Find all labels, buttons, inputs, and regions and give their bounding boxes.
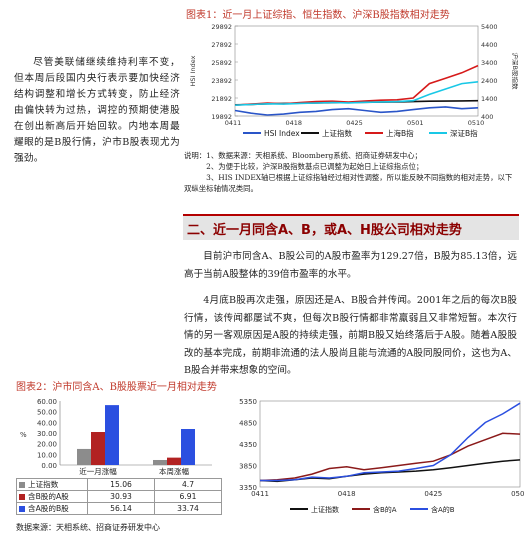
y-tick-label: 0.00 bbox=[41, 462, 57, 470]
y-tick-label: 3350 bbox=[239, 484, 257, 492]
x-tick-label: 0425 bbox=[424, 490, 442, 498]
table-cell: 含A股的B股 bbox=[16, 502, 88, 515]
body-paragraph: 4月底B股再次走强，原因还是A、B股合并传闻。2001年之后的每次B股行情，该传… bbox=[184, 295, 517, 376]
y-right-tick-label: 4400 bbox=[481, 41, 498, 49]
note-line: 说明：1、数据来源：天相系统、Bloomberg系统、招商证券研发中心； bbox=[184, 151, 422, 160]
y-tick-label: 4850 bbox=[239, 420, 257, 428]
table-cell: 上证指数 bbox=[16, 478, 88, 491]
bar-1 bbox=[167, 457, 181, 465]
table-row: 上证指数 15.06 4.7 bbox=[16, 478, 222, 491]
legend-swatch bbox=[19, 482, 25, 488]
table-cell: 6.91 bbox=[154, 490, 222, 503]
table-cell: 30.93 bbox=[87, 490, 155, 503]
y-tick-label: 60.00 bbox=[37, 398, 57, 406]
legend-label: HSI Index bbox=[264, 129, 300, 138]
note-line: 3、HIS INDEX轴已根据上证综指轴经过相对性调整，所以能反映不同指数的相对… bbox=[184, 173, 513, 193]
series-line-0 bbox=[259, 459, 521, 483]
figure2-data-table: 上证指数 15.06 4.7 含B股的A股 30.93 6.91 含A股的B股 … bbox=[16, 478, 222, 515]
y-tick-label: 10.00 bbox=[37, 451, 57, 459]
y-right-axis-title: 沪深B股指数 bbox=[511, 53, 518, 90]
sidebar-commentary: 尽管美联储继续维持利率不变，但本周后段国内央行表示要加快经济结构调整和增长方式转… bbox=[14, 57, 180, 164]
x-tick-label: 0510 bbox=[468, 119, 485, 127]
body-paragraph: 目前沪市同含A、B股公司的A股市盈率为129.27倍，B股为85.13倍，远高于… bbox=[184, 251, 517, 280]
section-heading-bar: 二、近一月同含A、B，或A、H股公司相对走势 bbox=[183, 214, 519, 240]
legend-label: 上海B指 bbox=[386, 128, 414, 138]
x-tick-label: 0418 bbox=[285, 119, 302, 127]
bar-2 bbox=[105, 405, 119, 465]
y-tick-label: 3850 bbox=[239, 463, 257, 471]
y-left-tick-label: 23892 bbox=[211, 77, 232, 85]
y-right-tick-label: 1400 bbox=[481, 95, 498, 103]
table-cell: 4.7 bbox=[154, 478, 222, 491]
y-right-tick-label: 5400 bbox=[481, 23, 498, 31]
y-tick-label: 20.00 bbox=[37, 441, 57, 449]
y-right-tick-label: 2400 bbox=[481, 77, 498, 85]
table-cell: 56.14 bbox=[87, 502, 155, 515]
x-tick-label: 0418 bbox=[338, 490, 356, 498]
y-left-tick-label: 19892 bbox=[211, 113, 232, 121]
y-unit-label: % bbox=[20, 431, 27, 439]
y-right-tick-label: 400 bbox=[481, 113, 493, 121]
series-label: 含B股的A股 bbox=[28, 492, 69, 501]
x-tick-label: 0508 bbox=[511, 490, 525, 498]
data-source: 数据来源：天相系统、招商证券研发中心 bbox=[16, 523, 160, 532]
bar-0 bbox=[153, 459, 167, 465]
x-category-label: 本周涨幅 bbox=[159, 466, 189, 475]
plot-frame bbox=[234, 25, 479, 117]
figure1-notes: 说明：1、数据来源：天相系统、Bloomberg系统、招商证券研发中心； 2、为… bbox=[184, 150, 514, 194]
series-label: 含A股的B股 bbox=[28, 504, 69, 513]
note-line: 2、为便于比较，沪深B股指数基点已调整为起始日上证综指点位； bbox=[184, 162, 424, 171]
y-tick-label: 4350 bbox=[239, 441, 257, 449]
section-title: 二、近一月同含A、B，或A、H股公司相对走势 bbox=[187, 223, 462, 238]
legend-label: 含A的B bbox=[431, 505, 455, 514]
y-tick-label: 50.00 bbox=[37, 409, 57, 417]
figure1-line-chart: 29892 27892 25892 23892 21892 19892 5400 4400 34… bbox=[189, 23, 518, 138]
figure2-title: 图表2：沪市同含A、B股股票近一月相对走势 bbox=[16, 382, 217, 393]
table-row: 含A股的B股 56.14 33.74 bbox=[16, 502, 222, 515]
table-cell: 含B股的A股 bbox=[16, 490, 88, 503]
figure1-title: 图表1：近一月上证综指、恒生指数、沪深B股指数相对走势 bbox=[186, 10, 450, 21]
y-right-tick-label: 3400 bbox=[481, 59, 498, 67]
series-line-3 bbox=[234, 81, 479, 106]
y-tick-label: 5350 bbox=[239, 398, 257, 406]
legend-label: 上证指数 bbox=[322, 128, 352, 138]
y-left-tick-label: 27892 bbox=[211, 41, 232, 49]
plot-frame bbox=[259, 400, 521, 488]
series-line-0 bbox=[234, 106, 479, 116]
legend-label: 上证指数 bbox=[311, 505, 339, 514]
legend-label: 含B的A bbox=[373, 505, 397, 514]
y-left-tick-label: 21892 bbox=[211, 95, 232, 103]
legend-swatch bbox=[19, 494, 25, 500]
table-row: 含B股的A股 30.93 6.91 bbox=[16, 490, 222, 503]
legend-swatch bbox=[19, 506, 25, 512]
series-label: 上证指数 bbox=[28, 480, 59, 489]
y-tick-label: 40.00 bbox=[37, 419, 57, 427]
bar-1 bbox=[91, 432, 105, 465]
y-left-tick-label: 25892 bbox=[211, 59, 232, 67]
table-cell: 33.74 bbox=[154, 502, 222, 515]
bar-0 bbox=[77, 448, 91, 465]
bar-2 bbox=[181, 429, 195, 465]
series-line-2 bbox=[234, 64, 479, 106]
y-left-tick-label: 29892 bbox=[211, 23, 232, 31]
x-tick-label: 0501 bbox=[407, 119, 424, 127]
figure2-bar-chart: 60.00 50.00 40.00 30.00 20.00 10.00 0.00% 近一月涨幅… bbox=[20, 398, 212, 475]
y-tick-label: 30.00 bbox=[37, 430, 57, 438]
x-category-label: 近一月涨幅 bbox=[79, 466, 117, 475]
legend-label: 深证B指 bbox=[450, 128, 478, 138]
table-cell: 15.06 bbox=[87, 478, 155, 491]
y-left-axis-title: HSI Index bbox=[189, 55, 197, 86]
x-tick-label: 0411 bbox=[225, 119, 242, 127]
series-line-2 bbox=[260, 402, 521, 482]
series-line-1 bbox=[259, 432, 521, 482]
x-tick-label: 0425 bbox=[346, 119, 363, 127]
x-tick-label: 0411 bbox=[251, 490, 269, 498]
